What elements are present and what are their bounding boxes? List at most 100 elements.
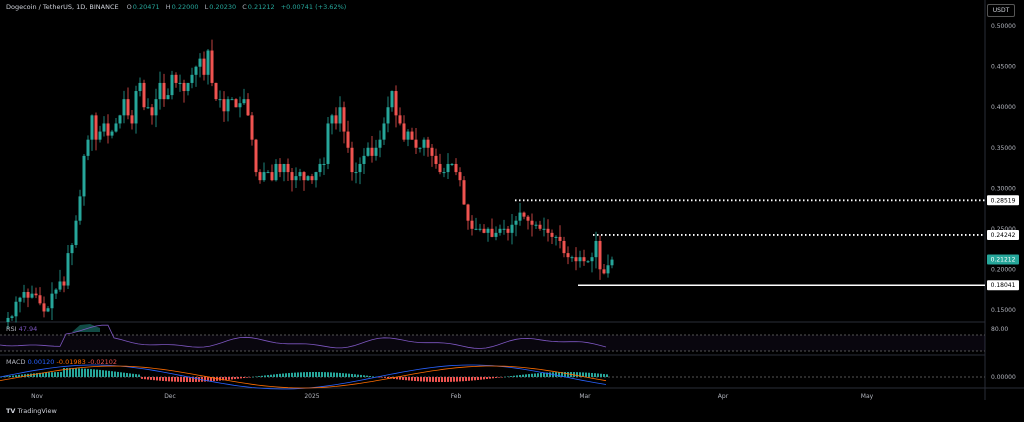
candle-body — [286, 163, 290, 173]
macd-histogram-bar — [81, 368, 83, 377]
quote-currency-button[interactable]: USDT — [987, 4, 1015, 17]
macd-histogram-bar — [297, 372, 299, 377]
symbol-header: Dogecoin / TetherUS, 1D, BINANCE O0.2047… — [6, 3, 350, 11]
macd-histogram-bar — [363, 375, 365, 377]
macd-histogram-bar — [459, 377, 461, 382]
macd-histogram-bar — [582, 372, 584, 377]
candle-body — [326, 123, 330, 164]
candle-body — [6, 317, 10, 322]
macd-histogram-bar — [480, 377, 482, 380]
candle-body — [382, 123, 386, 140]
macd-histogram-bar — [99, 369, 101, 377]
candle-body — [454, 163, 458, 173]
tradingview-logo[interactable]: TV TradingView — [6, 407, 57, 415]
candle-body — [50, 293, 54, 309]
macd-histogram-bar — [567, 372, 569, 377]
macd-histogram-bar — [222, 377, 224, 381]
macd-histogram-bar — [57, 372, 59, 377]
macd-histogram-bar — [342, 373, 344, 377]
y-tick-label: 0.45000 — [991, 64, 1016, 71]
candle-body — [250, 115, 254, 140]
candle-body — [462, 180, 466, 205]
macd-histogram-bar — [45, 372, 47, 377]
macd-histogram-bar — [228, 377, 230, 380]
candle-body — [478, 228, 482, 230]
candle-body — [58, 281, 62, 290]
candle-body — [134, 91, 138, 124]
candle-body — [138, 82, 142, 92]
macd-histogram-bar — [441, 377, 443, 382]
macd-histogram-bar — [138, 374, 140, 377]
macd-histogram-bar — [483, 377, 485, 380]
macd-histogram-bar — [72, 368, 74, 377]
candle-body — [18, 297, 22, 302]
macd-histogram-bar — [537, 373, 539, 377]
macd-histogram-bar — [249, 377, 251, 378]
candle-body — [94, 115, 98, 140]
candle-body — [502, 228, 506, 230]
y-tick-label: 0.15000 — [991, 307, 1016, 314]
macd-histogram-bar — [318, 372, 320, 377]
candle-body — [62, 281, 66, 286]
rsi-level-label: 80.00 — [991, 326, 1008, 333]
macd-histogram-bar — [507, 376, 509, 377]
level-price-label: 0.28519 — [991, 197, 1016, 204]
macd-histogram-bar — [315, 372, 317, 377]
macd-histogram-bar — [84, 368, 86, 377]
level-price-label: 0.18041 — [991, 282, 1016, 289]
macd-histogram-bar — [450, 377, 452, 382]
x-tick-label: Nov — [31, 393, 43, 400]
candle-body — [522, 212, 526, 217]
macd-histogram-bar — [333, 372, 335, 377]
candle-body — [406, 131, 410, 140]
macd-histogram-bar — [144, 377, 146, 380]
high-label: H — [165, 3, 171, 11]
macd-histogram-bar — [468, 377, 470, 381]
candle-body — [374, 147, 378, 156]
macd-histogram-bar — [495, 377, 497, 378]
macd-histogram-bar — [240, 377, 242, 379]
candle-body — [390, 91, 394, 108]
macd-histogram-bar — [366, 375, 368, 377]
macd-histogram-bar — [12, 375, 14, 377]
candle-body — [442, 172, 446, 174]
macd-histogram-bar — [558, 372, 560, 377]
macd-histogram-bar — [60, 372, 62, 377]
macd-histogram-bar — [519, 375, 521, 377]
macd-histogram-bar — [177, 377, 179, 382]
macd-signal-line — [0, 365, 607, 389]
macd-histogram-bar — [465, 377, 467, 382]
macd-histogram-bar — [243, 377, 245, 379]
macd-histogram-bar — [75, 368, 77, 377]
candle-body — [114, 123, 118, 132]
candle-body — [394, 91, 398, 116]
macd-histogram-bar — [48, 372, 50, 377]
rsi-header[interactable]: RSI 47.94 — [6, 325, 37, 333]
macd-histogram-bar — [453, 377, 455, 382]
candle-body — [582, 257, 586, 262]
rsi-label: RSI — [6, 325, 17, 333]
macd-histogram-bar — [123, 372, 125, 377]
candle-body — [458, 172, 462, 181]
macd-histogram-bar — [564, 372, 566, 377]
macd-histogram-bar — [285, 373, 287, 377]
candle-body — [370, 147, 374, 156]
candle-body — [270, 172, 274, 181]
macd-histogram-bar — [474, 377, 476, 381]
macd-histogram-bar — [261, 375, 263, 377]
candle-body — [330, 115, 334, 124]
level-price-label: 0.24242 — [991, 232, 1016, 239]
x-tick-label: Apr — [718, 393, 729, 400]
macd-histogram-bar — [18, 374, 20, 377]
macd-header[interactable]: MACD 0.00120 -0.01983 -0.02102 — [6, 358, 117, 366]
macd-histogram-bar — [444, 377, 446, 382]
candle-body — [594, 240, 598, 258]
candle-body — [182, 82, 186, 92]
candle-body — [222, 99, 226, 112]
macd-histogram-bar — [69, 368, 71, 377]
candle-body — [566, 253, 570, 258]
candle-body — [574, 257, 578, 262]
candle-body — [342, 107, 346, 132]
